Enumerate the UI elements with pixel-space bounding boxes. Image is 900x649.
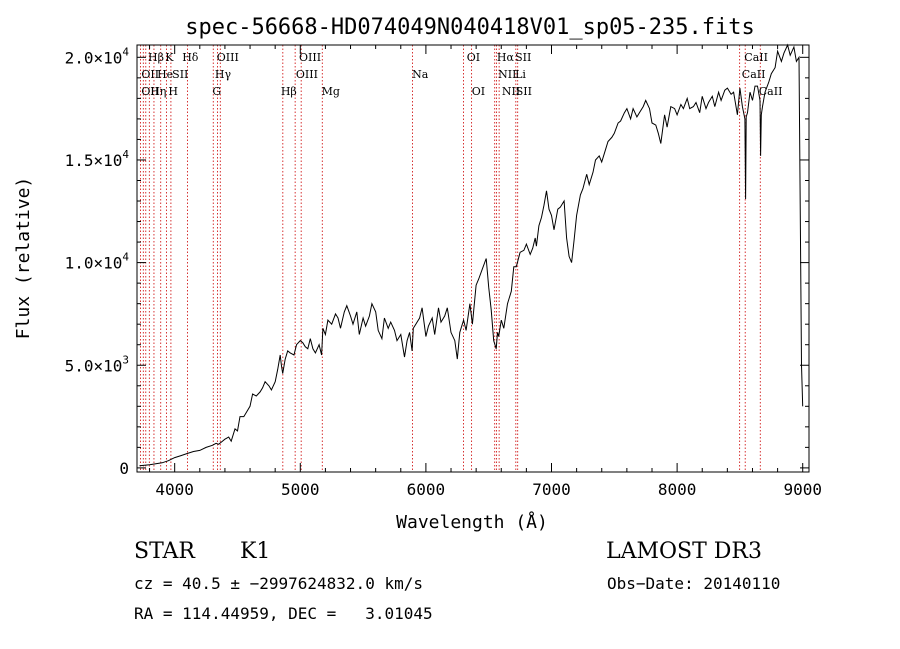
- x-tick-label: 8000: [658, 480, 697, 499]
- object-class: STAR: [134, 539, 195, 564]
- y-tick-exponent: 3: [122, 353, 129, 366]
- marker-label: CaII: [744, 51, 768, 64]
- marker-label: Li: [515, 68, 526, 81]
- y-tick-mantissa: 5.0×10: [65, 356, 123, 375]
- marker-label: OI: [472, 85, 485, 98]
- marker-label: Hδ: [182, 51, 199, 64]
- marker-label: Hη: [150, 85, 166, 98]
- y-tick-exponent: 4: [122, 45, 129, 58]
- obs-date: Obs−Date: 20140110: [607, 574, 781, 593]
- marker-label: Hβ: [148, 51, 164, 64]
- chart-title: spec-56668-HD074049N040418V01_sp05-235.f…: [185, 15, 755, 40]
- marker-label: Hγ: [215, 68, 232, 81]
- object-subclass: K1: [240, 539, 271, 564]
- marker-label: He: [157, 68, 173, 81]
- y-tick-label: 1.5×104: [65, 148, 130, 170]
- y-tick-label: 2.0×104: [65, 45, 130, 67]
- spectral-marker-lines: [139, 45, 761, 472]
- x-tick-label: 7000: [532, 480, 571, 499]
- marker-label: CaII: [759, 85, 783, 98]
- y-tick-mantissa: 2.0×10: [65, 48, 123, 67]
- marker-label: K: [165, 51, 174, 64]
- marker-label: OIII: [217, 51, 239, 64]
- marker-label: Hβ: [281, 85, 297, 98]
- marker-label: NII: [502, 85, 520, 98]
- y-tick-exponent: 4: [122, 148, 129, 161]
- marker-label: OII: [141, 68, 159, 81]
- redshift-info: cz = 40.5 ± −2997624832.0 km/s: [134, 574, 423, 593]
- y-tick-mantissa: 0: [119, 459, 129, 478]
- coordinates-info: RA = 114.44959, DEC = 3.01045: [134, 604, 433, 623]
- marker-label: Na: [412, 68, 429, 81]
- x-tick-label: 4000: [155, 480, 194, 499]
- marker-label: OII: [141, 85, 159, 98]
- marker-label: H: [168, 85, 178, 98]
- y-tick-mantissa: 1.0×10: [65, 254, 123, 273]
- y-tick-label: 0: [119, 459, 129, 478]
- y-tick-label: 1.0×104: [65, 251, 130, 273]
- y-tick-mantissa: 1.5×10: [65, 151, 123, 170]
- marker-label: OI: [467, 51, 480, 64]
- x-tick-label: 5000: [281, 480, 320, 499]
- y-axis-label: Flux (relative): [13, 177, 34, 340]
- marker-label: NII: [498, 68, 516, 81]
- marker-label: G: [212, 85, 221, 98]
- marker-label: SII: [516, 85, 532, 98]
- x-tick-label: 6000: [407, 480, 446, 499]
- x-axis-label: Wavelength (Å): [396, 511, 548, 533]
- spectrum-line: [139, 43, 804, 467]
- marker-label: OIII: [299, 51, 321, 64]
- y-tick-label: 5.0×103: [65, 353, 129, 375]
- x-axis: 4000 5000 6000 7000 8000 9000: [149, 45, 822, 499]
- x-tick-label: 9000: [783, 480, 822, 499]
- survey-name: LAMOST DR3: [606, 539, 762, 564]
- y-tick-exponent: 4: [122, 251, 129, 264]
- marker-label: OIII: [296, 68, 318, 81]
- marker-label: Hα: [497, 51, 515, 64]
- marker-label: SII: [172, 68, 188, 81]
- plot-frame: [136, 44, 810, 473]
- marker-label: Mg: [322, 85, 340, 98]
- marker-label: SII: [515, 51, 531, 64]
- marker-label: CaII: [742, 68, 766, 81]
